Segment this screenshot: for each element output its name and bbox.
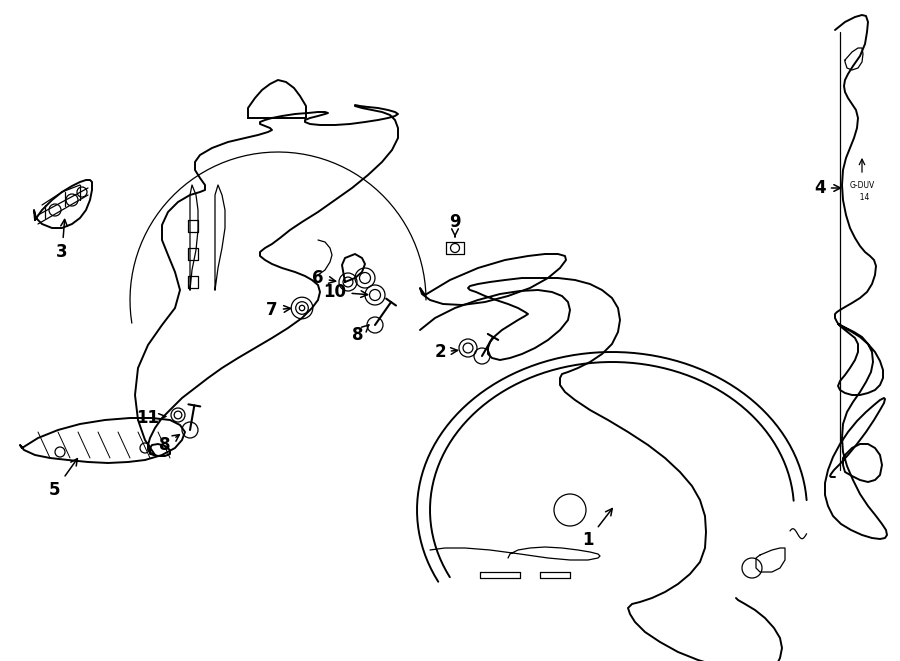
Text: 2: 2 <box>434 343 457 361</box>
Text: 9: 9 <box>449 213 461 237</box>
Text: 14: 14 <box>855 194 869 202</box>
Text: 6: 6 <box>312 269 336 287</box>
Text: 3: 3 <box>56 219 68 261</box>
Text: 11: 11 <box>137 409 166 427</box>
Text: 10: 10 <box>323 283 367 301</box>
Text: 8: 8 <box>159 435 179 454</box>
Text: 5: 5 <box>50 459 77 499</box>
Text: 4: 4 <box>814 179 841 197</box>
Text: 8: 8 <box>352 325 369 344</box>
Text: 7: 7 <box>266 301 291 319</box>
Text: G-DUV: G-DUV <box>850 180 875 190</box>
Text: 1: 1 <box>582 508 612 549</box>
